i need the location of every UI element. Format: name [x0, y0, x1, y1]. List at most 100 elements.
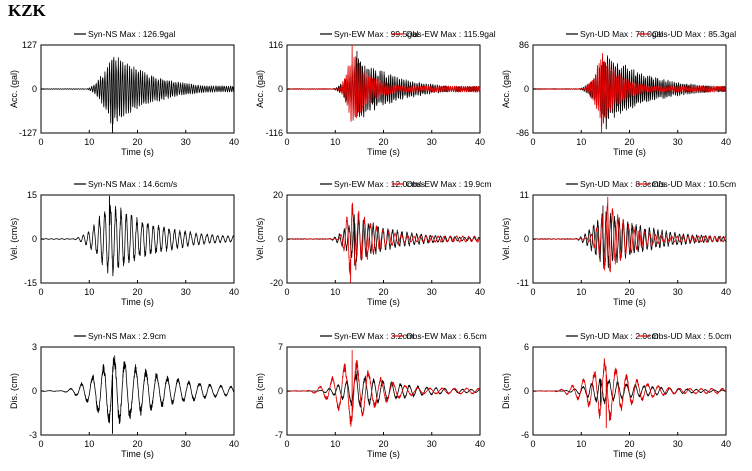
y-axis-label: Vel. (cm/s)	[501, 218, 511, 261]
y-axis-label: Dis. (cm)	[255, 373, 265, 409]
y-axis-label: Acc. (gal)	[255, 70, 265, 108]
x-tick-label: 40	[229, 137, 239, 147]
y-tick-label: -7	[275, 430, 283, 440]
x-axis-label: Time (s)	[613, 449, 646, 459]
x-tick-label: 0	[284, 287, 289, 297]
x-axis-label: Time (s)	[121, 147, 154, 157]
legend-label-2: Obs-UD Max : 85.3gal	[652, 29, 736, 39]
x-tick-label: 40	[721, 287, 731, 297]
x-tick-label: 40	[721, 137, 731, 147]
x-axis-label: Time (s)	[121, 449, 154, 459]
y-axis-label: Acc. (gal)	[501, 70, 511, 108]
x-tick-label: 10	[330, 439, 340, 449]
x-tick-label: 10	[84, 439, 94, 449]
x-tick-label: 20	[624, 137, 634, 147]
y-axis-label: Acc. (gal)	[9, 70, 19, 108]
y-tick-label: -15	[24, 278, 37, 288]
x-tick-label: 0	[284, 137, 289, 147]
y-tick-label: 0	[278, 234, 283, 244]
y-tick-label: -116	[266, 128, 283, 138]
x-tick-label: 30	[427, 287, 437, 297]
x-axis-label: Time (s)	[613, 297, 646, 307]
y-tick-label: -86	[516, 128, 529, 138]
y-axis-label: Dis. (cm)	[9, 373, 19, 409]
series-line-1	[40, 355, 235, 434]
figure-title: KZK	[8, 1, 46, 20]
y-tick-label: -6	[521, 430, 529, 440]
series-line-2	[286, 202, 481, 284]
legend-label-1: Syn-UD Max : 2.0cm	[580, 331, 658, 341]
x-axis-label: Time (s)	[367, 449, 400, 459]
y-tick-label: 0	[32, 234, 37, 244]
y-tick-label: 3	[32, 342, 37, 352]
series-line-1	[40, 56, 235, 134]
y-tick-label: 0	[278, 386, 283, 396]
y-tick-label: -11	[517, 278, 529, 288]
legend-label-2: Obs-EW Max : 6.5cm	[406, 331, 487, 341]
x-tick-label: 10	[330, 137, 340, 147]
x-tick-label: 30	[427, 439, 437, 449]
y-tick-label: 11	[520, 190, 529, 200]
x-tick-label: 30	[181, 137, 191, 147]
legend-label-2: Obs-EW Max : 115.9gal	[406, 29, 496, 39]
legend-label-1: Syn-NS Max : 2.9cm	[88, 331, 166, 341]
x-axis-label: Time (s)	[613, 147, 646, 157]
x-tick-label: 10	[576, 137, 586, 147]
x-tick-label: 20	[378, 137, 388, 147]
series-line-2	[532, 196, 727, 273]
x-tick-label: 0	[38, 439, 43, 449]
x-tick-label: 40	[475, 137, 485, 147]
legend-label-1: Syn-NS Max : 14.6cm/s	[88, 179, 177, 189]
x-tick-label: 0	[530, 137, 535, 147]
y-tick-label: 0	[524, 234, 529, 244]
x-tick-label: 0	[284, 439, 289, 449]
x-tick-label: 20	[624, 439, 634, 449]
x-tick-label: 20	[132, 287, 142, 297]
legend-label-1: Syn-UD Max : 8.3cm/s	[580, 179, 665, 189]
y-tick-label: 86	[519, 40, 529, 50]
series-line-1	[532, 55, 727, 130]
legend-label-1: Syn-EW Max : 12.0cm/s	[334, 179, 425, 189]
y-axis-label: Vel. (cm/s)	[9, 218, 19, 261]
series-line-1	[532, 205, 727, 269]
x-tick-label: 30	[427, 137, 437, 147]
series-line-1	[40, 195, 235, 277]
series-line-2	[532, 53, 727, 134]
series-line-1	[286, 214, 481, 266]
y-axis-label: Vel. (cm/s)	[255, 218, 265, 261]
x-tick-label: 30	[673, 439, 683, 449]
x-tick-label: 30	[181, 287, 191, 297]
x-tick-label: 0	[530, 439, 535, 449]
y-tick-label: -3	[29, 430, 37, 440]
legend-label-2: Obs-UD Max : 10.5cm	[652, 179, 736, 189]
y-axis-label: Dis. (cm)	[501, 373, 511, 409]
x-tick-label: 30	[181, 439, 191, 449]
series-line-2	[286, 349, 481, 427]
legend-label-2: Obs-EW Max : 19.9cm	[406, 179, 492, 189]
y-tick-label: -127	[19, 128, 37, 138]
x-tick-label: 10	[84, 287, 94, 297]
x-tick-label: 40	[475, 439, 485, 449]
x-axis-label: Time (s)	[367, 147, 400, 157]
x-tick-label: 20	[378, 287, 388, 297]
y-tick-label: 15	[27, 190, 37, 200]
x-tick-label: 30	[673, 287, 683, 297]
y-tick-label: 0	[524, 84, 529, 94]
x-tick-label: 10	[576, 287, 586, 297]
x-tick-label: 10	[84, 137, 94, 147]
x-tick-label: 20	[624, 287, 634, 297]
x-tick-label: 40	[475, 287, 485, 297]
x-axis-label: Time (s)	[121, 297, 154, 307]
series-line-2	[532, 358, 727, 429]
y-tick-label: 0	[524, 386, 529, 396]
x-tick-label: 40	[229, 439, 239, 449]
y-tick-label: 116	[269, 40, 283, 50]
legend-label-1: Syn-NS Max : 126.9gal	[88, 29, 176, 39]
